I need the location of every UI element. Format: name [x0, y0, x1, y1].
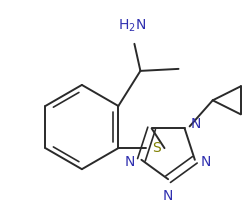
Text: N: N — [125, 155, 135, 169]
Text: S: S — [152, 141, 161, 155]
Text: N: N — [191, 117, 201, 131]
Text: N: N — [201, 155, 211, 169]
Text: N: N — [163, 189, 173, 203]
Text: H$_2$N: H$_2$N — [118, 17, 146, 34]
